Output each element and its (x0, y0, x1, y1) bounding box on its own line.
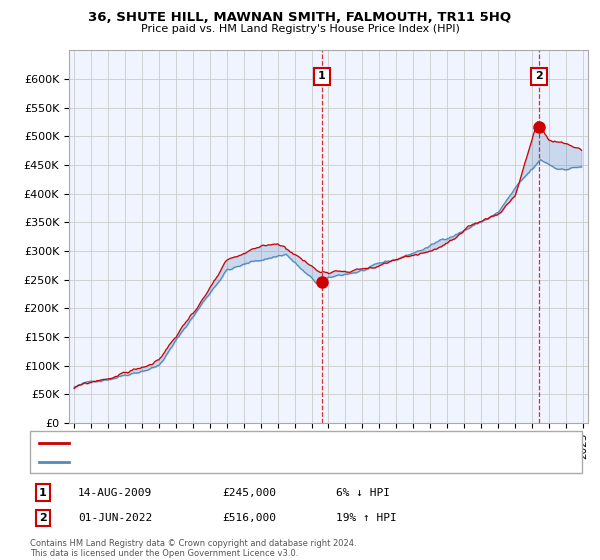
Text: 36, SHUTE HILL, MAWNAN SMITH, FALMOUTH, TR11 5HQ (detached house): 36, SHUTE HILL, MAWNAN SMITH, FALMOUTH, … (75, 437, 463, 447)
Text: £516,000: £516,000 (222, 513, 276, 523)
Text: Contains HM Land Registry data © Crown copyright and database right 2024.
This d: Contains HM Land Registry data © Crown c… (30, 539, 356, 558)
Text: 1: 1 (39, 488, 47, 498)
Text: 2: 2 (535, 72, 543, 81)
Text: 1: 1 (318, 72, 326, 81)
Text: £245,000: £245,000 (222, 488, 276, 498)
Text: HPI: Average price, detached house, Cornwall: HPI: Average price, detached house, Corn… (75, 457, 313, 467)
Text: Price paid vs. HM Land Registry's House Price Index (HPI): Price paid vs. HM Land Registry's House … (140, 24, 460, 34)
Text: 36, SHUTE HILL, MAWNAN SMITH, FALMOUTH, TR11 5HQ: 36, SHUTE HILL, MAWNAN SMITH, FALMOUTH, … (88, 11, 512, 24)
Text: 14-AUG-2009: 14-AUG-2009 (78, 488, 152, 498)
Text: 01-JUN-2022: 01-JUN-2022 (78, 513, 152, 523)
Text: 19% ↑ HPI: 19% ↑ HPI (336, 513, 397, 523)
Text: 6% ↓ HPI: 6% ↓ HPI (336, 488, 390, 498)
Text: 2: 2 (39, 513, 47, 523)
